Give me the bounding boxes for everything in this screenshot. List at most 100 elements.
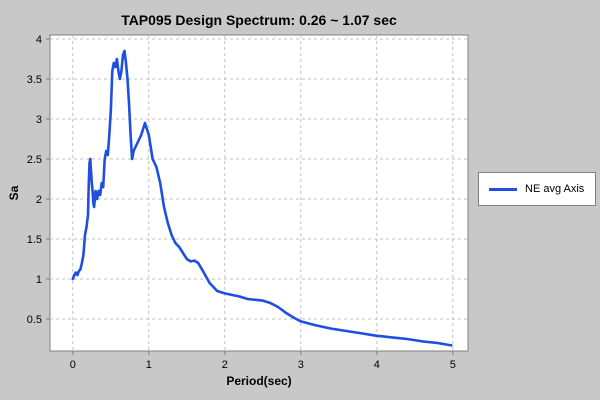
data-point (166, 221, 169, 225)
data-point (115, 57, 118, 61)
data-point (96, 197, 99, 201)
x-tick-label: 4 (374, 359, 380, 371)
data-point (292, 316, 295, 319)
data-point (106, 153, 109, 157)
y-tick-label: 4 (36, 34, 42, 46)
data-point (197, 261, 200, 265)
series-layer (71, 49, 453, 347)
x-tick-label: 0 (70, 359, 76, 371)
data-point (99, 193, 102, 197)
data-point (170, 233, 173, 237)
data-point (124, 61, 128, 65)
data-point (73, 273, 76, 277)
data-point (77, 269, 80, 273)
data-point (103, 157, 106, 161)
data-point (90, 181, 93, 185)
y-tick-label: 1.5 (27, 234, 42, 246)
data-point (208, 281, 211, 285)
data-point (118, 77, 121, 81)
data-point (261, 299, 264, 302)
data-point (159, 181, 162, 185)
data-point (330, 327, 333, 330)
data-point (121, 53, 125, 57)
data-point (375, 334, 378, 337)
data-point (83, 233, 87, 237)
data-point (246, 297, 249, 301)
data-point (88, 161, 91, 165)
data-point (109, 109, 112, 113)
data-point (105, 149, 108, 153)
data-point (131, 157, 134, 161)
legend-label: NE avg Axis (525, 183, 585, 195)
data-point (406, 337, 409, 341)
data-point (223, 292, 226, 295)
data-point (345, 329, 348, 333)
data-point (74, 271, 77, 274)
data-point (129, 133, 132, 137)
y-axis-label: Sa (7, 185, 21, 200)
data-point (238, 295, 242, 298)
data-point (185, 257, 188, 261)
x-tick-label: 2 (222, 359, 228, 371)
y-tick-label: 2.5 (27, 154, 42, 166)
data-point (140, 133, 143, 137)
data-point (76, 273, 79, 277)
y-tick-label: 3 (36, 114, 42, 126)
data-point (178, 245, 181, 249)
data-point (189, 260, 192, 263)
data-point (85, 225, 88, 229)
y-tick-label: 0.5 (27, 314, 42, 326)
data-point (147, 133, 150, 137)
data-point (231, 293, 234, 297)
data-point (127, 101, 131, 105)
data-point (421, 340, 424, 343)
chart-title: TAP095 Design Spectrum: 0.26 ~ 1.07 sec (121, 12, 397, 28)
data-point (89, 157, 92, 161)
data-point (151, 157, 154, 161)
data-point (93, 205, 96, 209)
x-tick-label: 3 (298, 359, 304, 371)
legend: NE avg Axis (478, 172, 596, 206)
y-tick-label: 2 (36, 194, 42, 206)
plot-area (49, 34, 469, 352)
data-point (100, 181, 103, 185)
grid (50, 35, 468, 351)
axes: 0 1 2 3 4 5 0.5 1 1.5 2 2.5 3 3.5 4 (27, 34, 456, 371)
data-point (174, 241, 177, 245)
data-point (193, 259, 196, 262)
data-point (97, 189, 100, 193)
data-point (71, 277, 74, 281)
data-point (143, 121, 147, 125)
data-point (120, 69, 123, 73)
data-point (200, 268, 204, 271)
data-point (436, 341, 439, 345)
data-point (111, 69, 114, 73)
data-point (114, 65, 117, 69)
data-point (299, 320, 302, 323)
data-point (86, 213, 90, 217)
data-point (126, 77, 129, 81)
data-point (80, 261, 83, 265)
data-point (162, 205, 166, 209)
data-point (216, 289, 219, 293)
data-point (155, 165, 158, 169)
x-tick-label: 5 (450, 359, 456, 371)
data-point (314, 324, 318, 327)
data-point (102, 185, 105, 189)
x-axis-label: Period(sec) (226, 374, 291, 388)
x-tick-label: 1 (146, 359, 152, 371)
data-point (112, 61, 115, 65)
data-point (254, 298, 257, 301)
y-tick-label: 1 (36, 274, 42, 286)
data-point (284, 311, 287, 314)
data-point (89, 169, 93, 173)
y-tick-label: 3.5 (27, 74, 42, 86)
data-point (91, 189, 94, 193)
data-point (87, 181, 90, 185)
data-point (117, 69, 120, 73)
data-point (450, 344, 453, 347)
data-point (79, 268, 82, 271)
data-point (136, 141, 139, 145)
data-point (108, 133, 111, 137)
data-point (82, 253, 85, 257)
